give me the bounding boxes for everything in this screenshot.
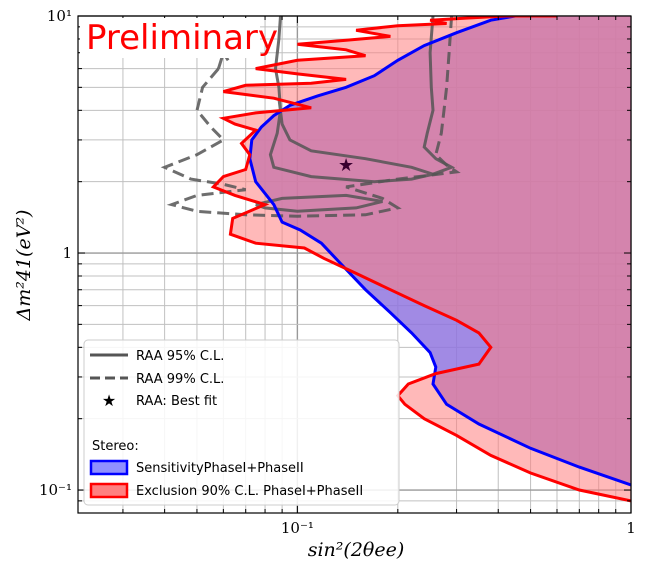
watermark-text: Preliminary <box>86 18 278 58</box>
watermark-box <box>80 18 260 58</box>
legend-raa95-label: RAA 95% C.L. <box>136 349 224 364</box>
legend-bestfit-label: RAA: Best fit <box>136 394 217 409</box>
x-tick-label: 10⁻¹ <box>281 519 314 537</box>
y-tick-label: 10¹ <box>47 7 72 25</box>
legend-box <box>83 339 400 506</box>
legend-exclusion-label: Exclusion 90% C.L. PhaseI+PhaseII <box>136 484 363 499</box>
legend-raa99-label: RAA 99% C.L. <box>136 372 224 387</box>
raa-95-contour <box>255 193 383 213</box>
sensitivity-line <box>248 16 631 487</box>
axis-ticks: 10⁻¹ 1 10⁻¹ 1 10¹ <box>39 7 636 537</box>
plot-frame <box>77 15 632 514</box>
legend-stereo-header: Stereo: <box>92 439 139 454</box>
legend-bestfit-star: ★ <box>102 391 116 410</box>
y-tick-label: 10⁻¹ <box>39 481 72 499</box>
x-axis-label: sin²(2θee) <box>308 539 405 561</box>
y-axis-label: Δm²41(eV²) <box>13 210 35 322</box>
legend-exclusion-swatch <box>89 482 129 499</box>
legend: RAA 95% C.L. RAA 99% C.L. ★ RAA: Best fi… <box>83 339 400 506</box>
exclusion-region <box>213 16 631 513</box>
best-fit-star: ★ <box>338 155 354 176</box>
x-tick-label: 1 <box>626 519 636 537</box>
legend-sensitivity-label: SensitivityPhaseI+PhaseII <box>136 461 304 476</box>
legend-sensitivity-swatch <box>89 459 129 476</box>
exclusion-line <box>210 16 631 503</box>
y-tick-label: 1 <box>62 244 72 262</box>
raa-99-contour <box>160 16 461 218</box>
